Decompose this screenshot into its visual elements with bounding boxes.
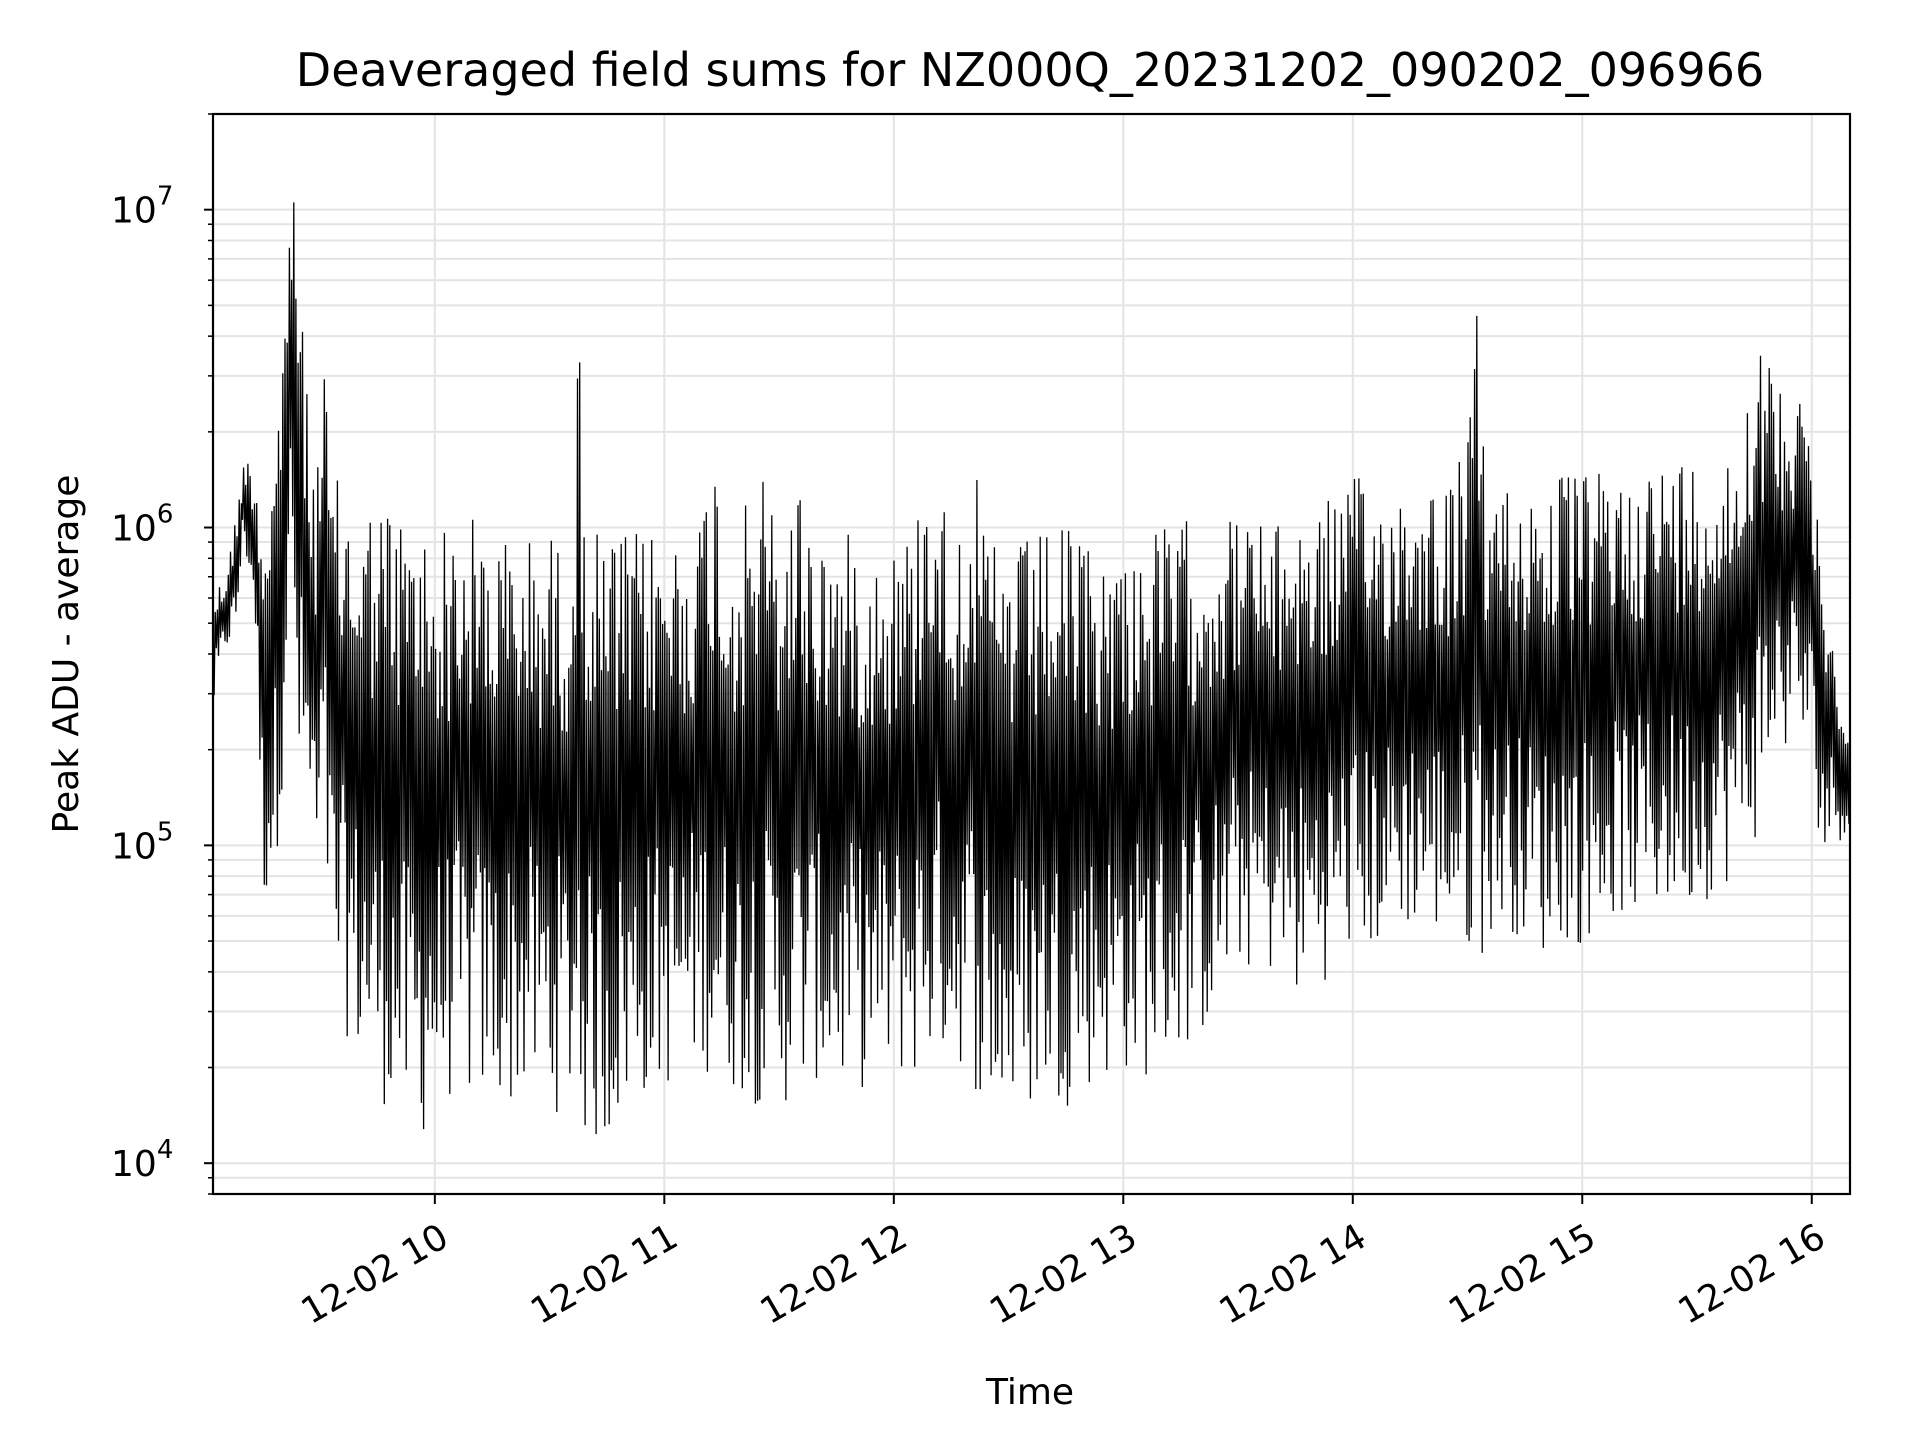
y-axis-label: Peak ADU - average (46, 475, 87, 834)
x-axis-label: Time (985, 1372, 1074, 1413)
y-tick-exponent: 6 (157, 500, 174, 530)
y-tick-exponent: 4 (157, 1135, 174, 1165)
series-line (212, 202, 1851, 1135)
chart-title: Deaveraged field sums for NZ000Q_2023120… (296, 43, 1764, 97)
y-tick-exponent: 5 (157, 817, 174, 847)
series-layer (212, 202, 1851, 1135)
y-tick-exponent: 7 (157, 182, 174, 212)
y-tick-label: 105 (111, 817, 173, 867)
